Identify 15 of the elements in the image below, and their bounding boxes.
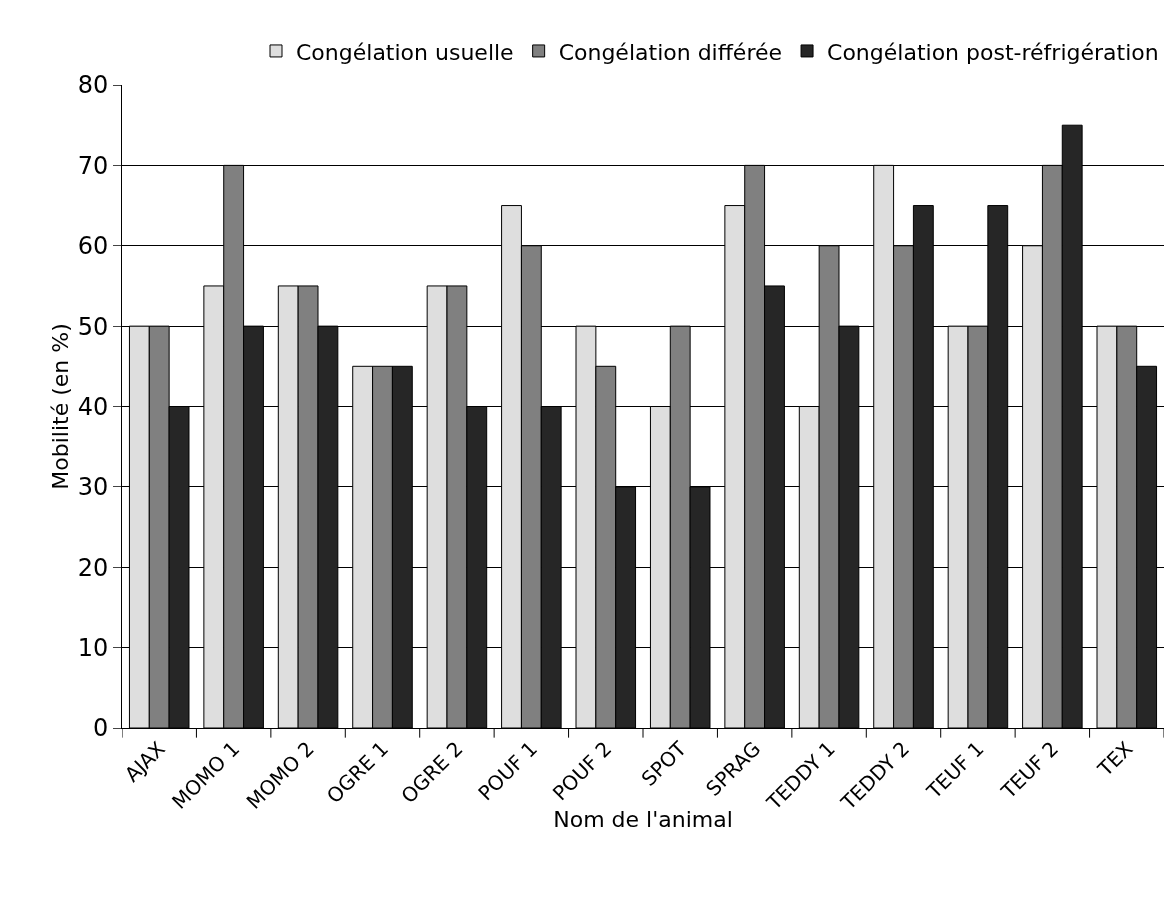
y-tick-label: 70: [77, 151, 109, 180]
x-axis-title: Nom de l'animal: [553, 807, 733, 833]
x-tick-label: TEX: [1092, 736, 1138, 782]
y-tick-label: 0: [92, 714, 109, 743]
y-tick-label: 80: [77, 71, 109, 100]
y-axis-title: Mobilité (en %): [48, 323, 73, 490]
y-tick-label: 20: [77, 553, 109, 582]
legend-label: Congélation usuelle: [296, 39, 514, 65]
legend-label: Congélation différée: [558, 39, 783, 65]
y-tick-label: 40: [77, 392, 109, 421]
y-tick-label: 10: [77, 634, 109, 663]
y-tick-label: 50: [77, 312, 109, 341]
y-tick-label: 30: [77, 473, 109, 502]
y-tick-label: 60: [77, 232, 109, 261]
legend-label: Congélation post-réfrigération: [827, 39, 1159, 65]
